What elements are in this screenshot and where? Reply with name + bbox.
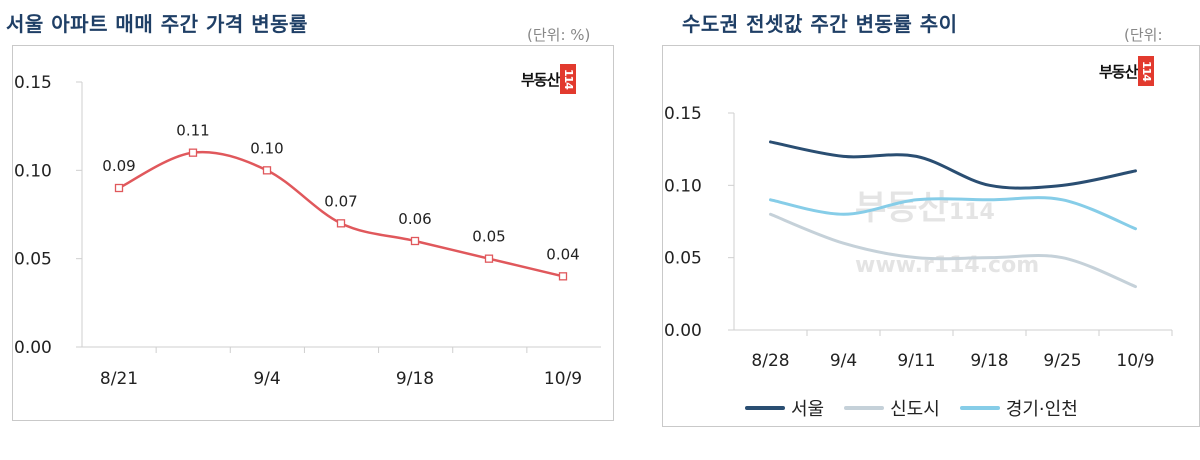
legend-swatch [745, 406, 785, 410]
left-y-tick-label: 0.00 [14, 338, 52, 358]
right-series-line-2 [769, 212, 1137, 289]
left-data-point [410, 236, 420, 246]
right-x-tick-label: 8/28 [751, 351, 789, 371]
legend-swatch [959, 406, 1000, 410]
right-legend: 서울 신도시 경기·인천 [745, 395, 1098, 421]
left-x-tick-label: 9/4 [253, 369, 280, 389]
left-data-point [558, 272, 568, 281]
legend-item-1: 서울 [745, 395, 824, 421]
left-data-label: 0.11 [176, 122, 209, 140]
legend-item-2: 신도시 [844, 395, 940, 421]
left-y-tick-label: 0.05 [14, 250, 52, 270]
right-x-tick-label: 9/18 [970, 351, 1008, 371]
watermark-logo-box: 114 [948, 200, 995, 225]
left-data-point [336, 219, 346, 228]
left-y-tick-label: 0.15 [14, 73, 52, 93]
right-logo-text: 부동산 [1099, 62, 1138, 81]
right-x-tick-label: 9/4 [830, 351, 857, 371]
left-chart-frame [12, 45, 614, 421]
legend-swatch [844, 406, 885, 410]
left-data-label: 0.07 [324, 192, 357, 210]
legend-item-3: 경기·인천 [959, 395, 1078, 421]
right-series-line-1 [769, 140, 1137, 190]
left-data-label: 0.05 [472, 228, 505, 246]
right-logo-box: 114 [1138, 56, 1155, 86]
right-chart-title: 수도권 전셋값 주간 변동률 추이 [682, 12, 958, 36]
left-unit-label: (단위: %) [527, 26, 591, 44]
left-data-point [262, 166, 272, 175]
left-data-label: 0.09 [102, 157, 135, 175]
left-y-tick-label: 0.10 [14, 161, 52, 181]
left-chart-title: 서울 아파트 매매 주간 가격 변동률 [6, 12, 308, 36]
left-data-label: 0.06 [398, 210, 431, 228]
left-x-tick-label: 10/9 [544, 369, 582, 389]
legend-label: 경기·인천 [1005, 399, 1078, 420]
left-data-point [484, 254, 494, 263]
right-y-tick-label: 0.10 [664, 176, 702, 196]
right-series-line-3 [769, 196, 1137, 231]
left-data-point [114, 183, 124, 193]
left-logo: 부동산 114 [521, 63, 577, 95]
right-x-tick-label: 9/25 [1043, 351, 1081, 371]
watermark-logo: 부동산114 [855, 180, 995, 229]
left-data-label: 0.10 [250, 139, 283, 157]
right-chart-frame [662, 45, 1200, 427]
left-data-label: 0.04 [546, 245, 579, 263]
left-logo-box: 114 [560, 64, 577, 94]
left-logo-text: 부동산 [521, 70, 560, 89]
right-y-tick-label: 0.15 [664, 104, 702, 124]
right-unit-label: (단위: [1124, 26, 1163, 44]
legend-label: 신도시 [890, 399, 940, 420]
right-x-tick-label: 9/11 [897, 351, 935, 371]
left-x-tick-label: 8/21 [100, 369, 138, 389]
left-data-point [188, 148, 198, 157]
left-x-tick-label: 9/18 [396, 369, 434, 389]
right-x-tick-label: 10/9 [1116, 351, 1154, 371]
watermark-logo-text: 부동산 [855, 188, 949, 228]
right-y-tick-label: 0.00 [664, 321, 702, 341]
legend-label: 서울 [791, 399, 825, 420]
right-y-tick-label: 0.05 [664, 249, 702, 269]
right-logo: 부동산 114 [1099, 55, 1155, 87]
